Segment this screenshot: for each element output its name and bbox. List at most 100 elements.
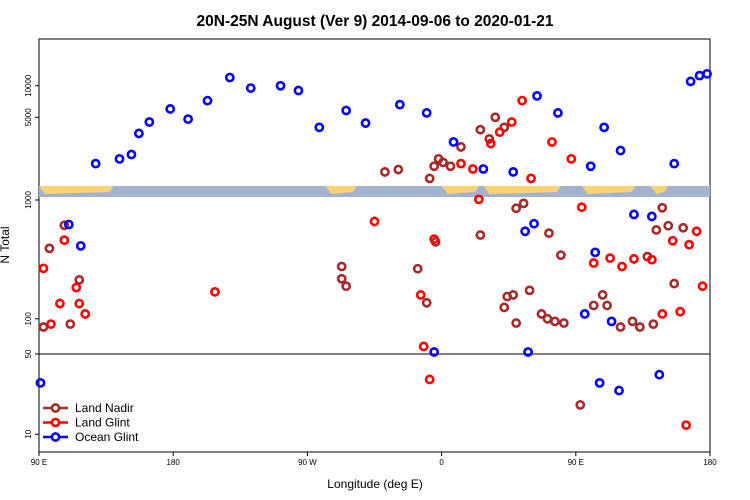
point-land-nadir bbox=[438, 157, 448, 168]
y-axis-label: N Total bbox=[0, 226, 12, 263]
point-ocean-glint bbox=[448, 137, 459, 147]
point-land-nadir bbox=[44, 243, 55, 254]
point-land-nadir bbox=[336, 273, 347, 284]
legend-marker bbox=[50, 432, 61, 442]
point-land-nadir bbox=[651, 225, 662, 235]
point-land-glint bbox=[588, 258, 599, 268]
point-land-nadir bbox=[542, 313, 553, 324]
y-tick-label: 100 bbox=[24, 312, 33, 326]
x-tick-label: 180 bbox=[703, 458, 717, 467]
legend-label: Ocean Glint bbox=[75, 430, 139, 444]
point-ocean-glint bbox=[165, 104, 176, 114]
point-land-glint bbox=[667, 235, 678, 246]
point-land-glint bbox=[517, 95, 528, 106]
point-land-nadir bbox=[475, 230, 486, 240]
point-land-glint bbox=[424, 374, 435, 385]
point-land-nadir bbox=[550, 316, 560, 327]
point-land-nadir bbox=[588, 300, 599, 311]
map-ocean bbox=[39, 186, 710, 197]
point-land-nadir bbox=[511, 318, 522, 328]
point-land-nadir bbox=[597, 290, 608, 300]
point-ocean-glint bbox=[134, 128, 144, 139]
point-ocean-glint bbox=[585, 161, 596, 172]
point-ocean-glint bbox=[394, 99, 405, 110]
point-ocean-glint bbox=[314, 122, 325, 133]
point-ocean-glint bbox=[421, 108, 432, 118]
x-tick-label: 180 bbox=[167, 458, 181, 467]
point-ocean-glint bbox=[520, 226, 531, 237]
point-land-nadir bbox=[341, 281, 352, 292]
point-land-glint bbox=[418, 341, 429, 352]
point-ocean-glint bbox=[606, 316, 617, 327]
legend-item-land-glint: Land Glint bbox=[43, 416, 130, 430]
point-land-nadir bbox=[678, 222, 689, 233]
point-land-nadir bbox=[511, 203, 522, 214]
point-ocean-glint bbox=[629, 209, 639, 220]
point-land-nadir bbox=[380, 167, 390, 177]
legend-label: Land Glint bbox=[75, 416, 130, 430]
point-land-nadir bbox=[555, 250, 566, 261]
y-tick-label: 10 bbox=[24, 429, 33, 438]
point-land-glint bbox=[691, 226, 702, 237]
point-land-glint bbox=[617, 261, 627, 272]
point-land-nadir bbox=[575, 400, 586, 410]
point-land-nadir bbox=[445, 161, 456, 172]
point-land-glint bbox=[485, 138, 496, 149]
point-ocean-glint bbox=[293, 85, 304, 96]
x-tick-label: 0 bbox=[439, 458, 444, 467]
point-ocean-glint bbox=[694, 70, 705, 81]
point-land-glint bbox=[415, 290, 426, 300]
legend-item-land-nadir: Land Nadir bbox=[43, 401, 134, 415]
point-land-glint bbox=[547, 137, 557, 147]
legend-label: Land Nadir bbox=[75, 401, 134, 415]
point-ocean-glint bbox=[508, 167, 519, 177]
point-land-nadir bbox=[484, 134, 495, 144]
map-land bbox=[650, 186, 669, 194]
point-land-nadir bbox=[635, 322, 645, 332]
point-land-nadir bbox=[602, 300, 613, 311]
world-map-strip bbox=[39, 186, 710, 197]
x-axis: 90 E 180 90 W 0 90 E 180 bbox=[31, 452, 717, 467]
point-land-glint bbox=[210, 286, 220, 297]
map-land bbox=[483, 186, 561, 194]
point-ocean-glint bbox=[35, 378, 46, 388]
point-land-glint bbox=[468, 164, 478, 174]
point-ocean-glint bbox=[202, 95, 213, 106]
point-land-nadir bbox=[499, 302, 510, 313]
point-land-glint bbox=[473, 194, 484, 205]
point-land-glint bbox=[74, 298, 85, 309]
y-tick-label: 50 bbox=[24, 349, 33, 358]
point-land-glint bbox=[684, 239, 695, 250]
point-land-nadir bbox=[412, 263, 423, 274]
point-ocean-glint bbox=[275, 80, 286, 91]
point-ocean-glint bbox=[615, 145, 626, 156]
point-ocean-glint bbox=[614, 385, 624, 396]
point-ocean-glint bbox=[63, 219, 74, 230]
y-tick-label: 1000 bbox=[24, 191, 33, 209]
legend-marker bbox=[50, 403, 61, 413]
point-ocean-glint bbox=[341, 105, 352, 116]
point-ocean-glint bbox=[523, 347, 533, 357]
point-ocean-glint bbox=[599, 122, 610, 133]
point-land-nadir bbox=[524, 285, 535, 296]
y-tick-label: 10000 bbox=[24, 74, 33, 97]
point-ocean-glint bbox=[646, 211, 657, 222]
point-ocean-glint bbox=[590, 247, 601, 258]
point-ocean-glint bbox=[702, 68, 712, 79]
upper-panel bbox=[38, 38, 711, 453]
point-land-nadir bbox=[490, 112, 501, 123]
plot-frame bbox=[38, 38, 711, 453]
y-axis: 10 50 100 1000 5000 10000 bbox=[24, 74, 39, 439]
point-land-nadir bbox=[475, 124, 486, 135]
point-ocean-glint bbox=[224, 72, 235, 83]
point-land-nadir bbox=[429, 161, 440, 172]
data-points bbox=[35, 68, 712, 431]
point-land-nadir bbox=[544, 228, 554, 239]
point-land-nadir bbox=[536, 309, 547, 319]
point-land-glint bbox=[71, 282, 82, 293]
point-land-glint bbox=[80, 309, 91, 319]
point-ocean-glint bbox=[478, 164, 489, 174]
map-land bbox=[39, 186, 114, 194]
point-ocean-glint bbox=[90, 158, 101, 169]
